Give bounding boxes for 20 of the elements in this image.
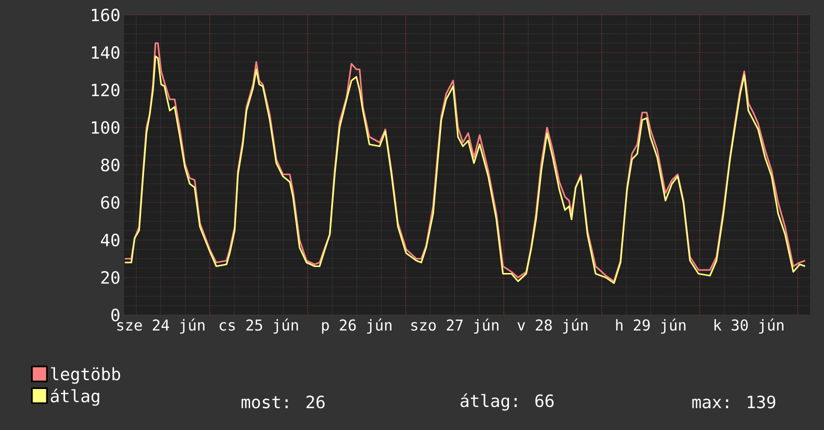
y-tick-label: 20 [101,271,120,284]
x-tick-label: k 30 jún [714,318,784,334]
x-tick-label: h 29 jún [616,318,686,334]
y-tick-label: 80 [101,158,120,172]
y-tick-label: 0 [111,308,120,322]
y-tick-label: 140 [92,46,120,59]
legend-label: átlag [50,388,100,406]
y-tick-label: 120 [92,84,120,96]
legend-label: legtöbb [51,367,120,384]
x-tick-label: cs 25 jún [220,318,298,334]
x-tick-label: p 26 jún [322,318,392,334]
x-tick-label: szo 27 jún [411,318,498,334]
y-tick-label: 160 [92,8,120,22]
y-tick-label: 40 [100,234,120,246]
text: átlag: 66 [460,393,554,411]
text: max: 139 [692,396,776,408]
text: most: 26 [242,396,325,408]
x-tick-label: v 28 jún [518,318,588,334]
y-tick-label: 60 [101,196,120,209]
y-tick-label: 100 [92,121,120,134]
